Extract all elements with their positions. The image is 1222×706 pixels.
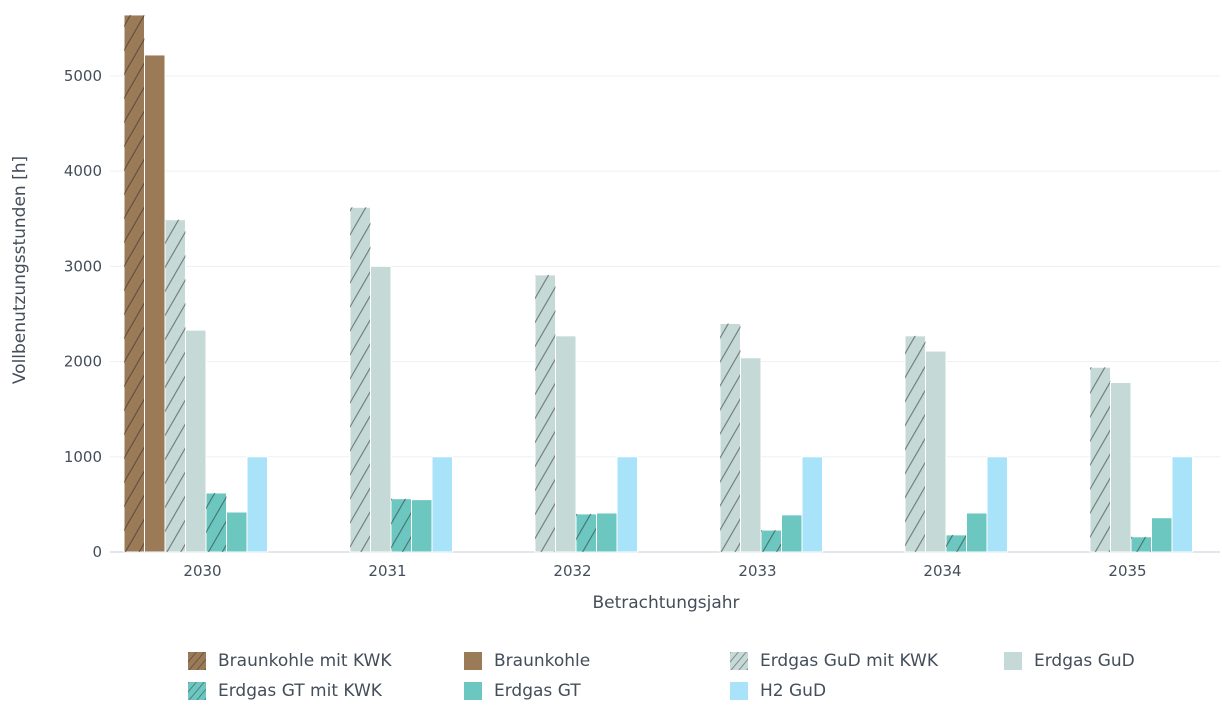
y-tick-label: 1000 [64,448,102,466]
x-tick-label: 2032 [553,562,591,580]
legend-swatch-erdgas-gud [1004,652,1022,670]
y-tick-label: 2000 [64,353,102,371]
bar [966,512,988,553]
legend-row-1: Braunkohle mit KWK Braunkohle Erdgas GuD… [188,646,1188,676]
legend-swatch-h2-gud [730,682,748,700]
y-tick-label: 4000 [64,162,102,180]
x-tick-label: 2033 [738,562,776,580]
y-tick-label: 0 [92,543,102,561]
y-axis-title: Vollbenutzungsstunden [h] [10,156,30,384]
legend-swatch-erdgas-gt [464,682,482,700]
bar [1089,366,1111,553]
legend-swatch-braunkohle-kwk [188,652,206,670]
bar [781,514,803,553]
legend-swatch-erdgas-gud-kwk [730,652,748,670]
bar [740,357,762,553]
legend-item-erdgas-gt[interactable]: Erdgas GT [464,676,581,706]
legend-row-2: Erdgas GT mit KWK Erdgas GT H2 GuD [188,676,1188,706]
bar [390,498,412,553]
legend-item-erdgas-gud[interactable]: Erdgas GuD [1004,646,1135,676]
legend-label: Braunkohle [494,651,591,671]
bar [534,274,556,553]
bar [1130,536,1152,553]
bar [925,350,947,553]
bar [144,54,166,553]
legend-item-erdgas-gud-kwk[interactable]: Erdgas GuD mit KWK [730,646,938,676]
bar [596,512,618,553]
legend-swatch-braunkohle [464,652,482,670]
legend-item-braunkohle[interactable]: Braunkohle [464,646,590,676]
legend: Braunkohle mit KWK Braunkohle Erdgas GuD… [188,646,1188,706]
bar [555,335,577,553]
bar [945,534,967,553]
x-tick-label: 2034 [923,562,961,580]
bar [986,456,1008,553]
x-tick-label: 2030 [183,562,221,580]
legend-item-h2-gud[interactable]: H2 GuD [730,676,826,706]
bar [760,529,782,553]
bar [1110,382,1132,553]
bar [370,265,392,553]
bar [349,206,371,553]
axes: 0 1000 2000 3000 4000 5000 2030 2031 2032 2033 203… [64,67,1147,580]
bar [431,456,453,553]
gridlines [110,75,1220,553]
bar [123,14,145,553]
bar [411,499,433,553]
legend-label: Erdgas GT mit KWK [218,681,382,701]
legend-label: H2 GuD [760,681,827,701]
bar [1151,517,1173,553]
bar [185,329,207,553]
bars [123,14,1193,553]
legend-label: Erdgas GT [494,681,581,701]
y-tick-label: 5000 [64,67,102,85]
legend-label: Braunkohle mit KWK [218,651,392,671]
legend-item-erdgas-gt-kwk[interactable]: Erdgas GT mit KWK [188,676,382,706]
x-tick-label: 2035 [1108,562,1146,580]
bar [801,456,823,553]
x-axis-title: Betrachtungsjahr [592,593,739,613]
bar [719,322,741,553]
bar [575,513,597,553]
bar [205,492,227,553]
bar [246,456,268,553]
bar [164,219,186,553]
x-tick-label: 2031 [368,562,406,580]
bar [1171,456,1193,553]
bar [904,335,926,553]
legend-label: Erdgas GuD mit KWK [760,651,938,671]
legend-swatch-erdgas-gt-kwk [188,682,206,700]
y-tick-label: 3000 [64,257,102,275]
bar [226,511,248,553]
bar [616,456,638,553]
legend-label: Erdgas GuD [1034,651,1135,671]
bar-chart: 0 1000 2000 3000 4000 5000 2030 2031 2032 2033 203… [10,14,1220,613]
legend-item-braunkohle-kwk[interactable]: Braunkohle mit KWK [188,646,391,676]
